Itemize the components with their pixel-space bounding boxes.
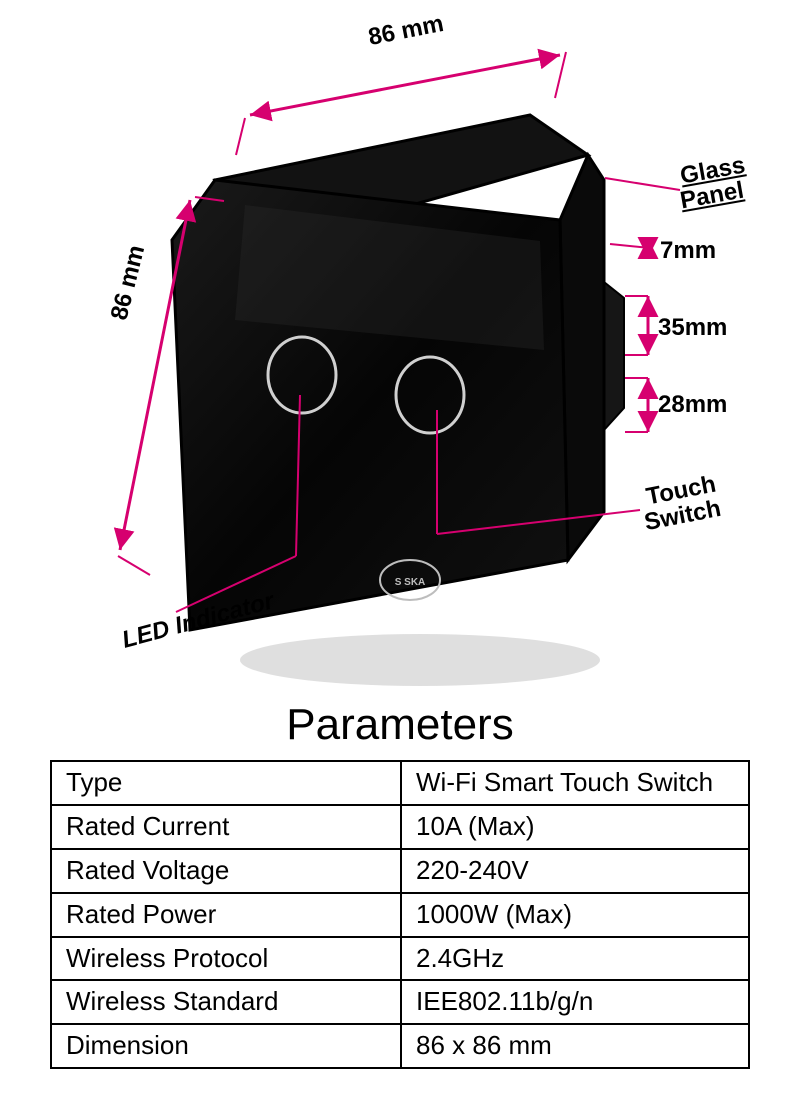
param-value: 10A (Max) — [401, 805, 749, 849]
table-row: Rated Current10A (Max) — [51, 805, 749, 849]
brand-text: S SKA — [395, 577, 426, 588]
param-value: 220-240V — [401, 849, 749, 893]
depth1-label: 35mm — [658, 315, 727, 340]
table-row: Rated Voltage220-240V — [51, 849, 749, 893]
depth2-label: 28mm — [658, 392, 727, 417]
param-label: Wireless Protocol — [51, 937, 401, 981]
table-row: TypeWi-Fi Smart Touch Switch — [51, 761, 749, 805]
table-row: Dimension 86 x 86 mm — [51, 1024, 749, 1068]
thickness-label: 7mm — [660, 238, 716, 263]
parameters-table: TypeWi-Fi Smart Touch Switch Rated Curre… — [50, 760, 750, 1069]
page: S SKA 86 mm 86 mm Glass Panel 7mm 35mm — [0, 0, 800, 1096]
table-row: Rated Power1000W (Max) — [51, 893, 749, 937]
param-label: Dimension — [51, 1024, 401, 1068]
table-row: Wireless StandardIEE802.11b/g/n — [51, 980, 749, 1024]
param-value: 86 x 86 mm — [401, 1024, 749, 1068]
parameters-title: Parameters — [0, 700, 800, 750]
param-value: Wi-Fi Smart Touch Switch — [401, 761, 749, 805]
param-label: Rated Current — [51, 805, 401, 849]
param-label: Type — [51, 761, 401, 805]
param-label: Rated Voltage — [51, 849, 401, 893]
param-label: Rated Power — [51, 893, 401, 937]
param-value: IEE802.11b/g/n — [401, 980, 749, 1024]
product-diagram: S SKA — [0, 0, 800, 720]
param-value: 1000W (Max) — [401, 893, 749, 937]
param-label: Wireless Standard — [51, 980, 401, 1024]
table-row: Wireless Protocol2.4GHz — [51, 937, 749, 981]
param-value: 2.4GHz — [401, 937, 749, 981]
